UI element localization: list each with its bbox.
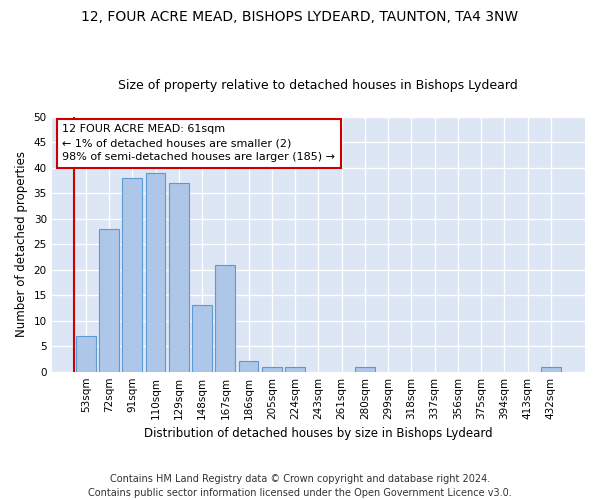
Bar [239,362,259,372]
Bar [122,178,142,372]
Title: Size of property relative to detached houses in Bishops Lydeard: Size of property relative to detached ho… [118,79,518,92]
Text: 12, FOUR ACRE MEAD, BISHOPS LYDEARD, TAUNTON, TA4 3NW: 12, FOUR ACRE MEAD, BISHOPS LYDEARD, TAU… [82,10,518,24]
Text: 12 FOUR ACRE MEAD: 61sqm
← 1% of detached houses are smaller (2)
98% of semi-det: 12 FOUR ACRE MEAD: 61sqm ← 1% of detache… [62,124,335,162]
X-axis label: Distribution of detached houses by size in Bishops Lydeard: Distribution of detached houses by size … [144,427,493,440]
Bar [169,183,188,372]
Bar [76,336,95,372]
Bar [285,366,305,372]
Y-axis label: Number of detached properties: Number of detached properties [15,151,28,337]
Text: Contains HM Land Registry data © Crown copyright and database right 2024.
Contai: Contains HM Land Registry data © Crown c… [88,474,512,498]
Bar [146,173,166,372]
Bar [99,229,119,372]
Bar [541,366,561,372]
Bar [192,306,212,372]
Bar [215,264,235,372]
Bar [355,366,375,372]
Bar [262,366,282,372]
